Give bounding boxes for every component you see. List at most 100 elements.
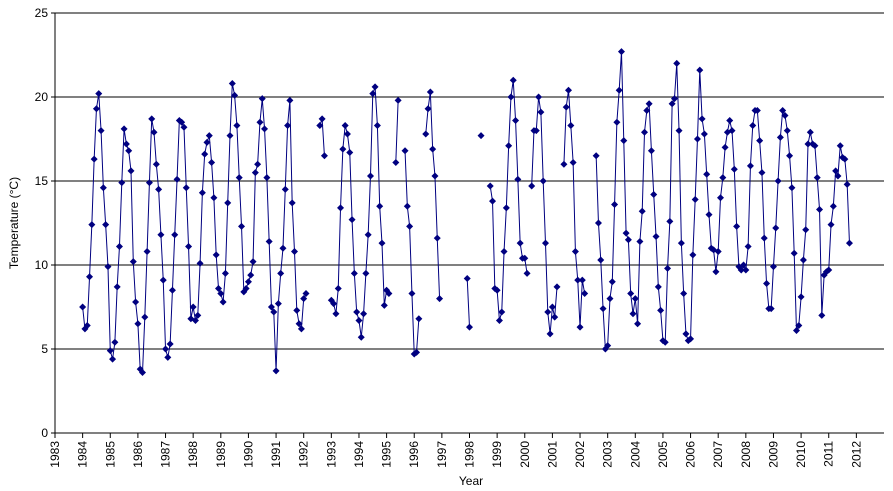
line (595, 51, 850, 351)
marker (643, 106, 651, 114)
marker (788, 184, 796, 192)
marker (277, 269, 285, 277)
marker (362, 269, 370, 277)
marker (293, 306, 301, 314)
marker (689, 251, 697, 259)
marker (162, 345, 170, 353)
x-tick-label: 1985 (103, 441, 117, 468)
marker (827, 221, 835, 229)
marker (79, 303, 87, 311)
marker (726, 117, 734, 125)
marker (139, 369, 147, 377)
x-tick-label: 1999 (490, 441, 504, 468)
x-tick-label: 2001 (545, 441, 559, 468)
marker (343, 130, 351, 138)
marker (238, 222, 246, 230)
marker (539, 177, 547, 185)
marker (565, 86, 573, 94)
marker (212, 251, 220, 259)
marker (567, 122, 575, 130)
x-tick-label: 2005 (656, 441, 670, 468)
x-tick-label: 2000 (518, 441, 532, 468)
marker (753, 106, 761, 114)
marker (599, 305, 607, 313)
marker (523, 269, 531, 277)
marker (217, 290, 225, 298)
marker (551, 313, 559, 321)
marker (806, 128, 814, 136)
marker (512, 117, 520, 125)
x-tick-label: 1994 (352, 441, 366, 468)
line (395, 100, 399, 163)
marker (86, 273, 94, 281)
line (425, 91, 441, 299)
marker (155, 185, 163, 193)
marker (816, 206, 824, 214)
marker (168, 286, 176, 294)
marker (90, 155, 98, 163)
marker (832, 167, 840, 175)
marker (781, 111, 789, 119)
marker (210, 194, 218, 202)
marker (295, 320, 303, 328)
marker (714, 248, 722, 256)
marker (779, 106, 787, 114)
marker (129, 258, 137, 266)
marker (157, 231, 165, 239)
x-tick-label: 1995 (380, 441, 394, 468)
marker (251, 169, 259, 177)
marker (687, 335, 695, 343)
x-tick-label: 1993 (324, 441, 338, 468)
marker (505, 142, 513, 150)
marker (431, 172, 439, 180)
marker (463, 274, 471, 282)
line (82, 83, 307, 375)
marker (730, 165, 738, 173)
marker (576, 323, 584, 331)
marker (617, 48, 625, 56)
marker (194, 311, 202, 319)
marker (125, 147, 133, 155)
x-tick-label: 2011 (822, 441, 836, 467)
marker (254, 160, 262, 168)
marker (366, 172, 374, 180)
marker (742, 266, 750, 274)
marker (297, 325, 305, 333)
x-tick-label: 1986 (131, 441, 145, 468)
x-tick-label: 1989 (214, 441, 228, 468)
marker (804, 140, 812, 148)
marker (843, 180, 851, 188)
marker (392, 159, 400, 167)
marker (592, 152, 600, 160)
marker (83, 321, 91, 329)
marker (700, 130, 708, 138)
marker (811, 142, 819, 150)
marker (652, 232, 660, 240)
marker (620, 137, 628, 145)
marker (774, 177, 782, 185)
marker (622, 229, 630, 237)
marker (436, 295, 444, 303)
marker (429, 145, 437, 153)
marker (578, 276, 586, 284)
y-tick-label: 25 (35, 6, 49, 20)
marker (799, 256, 807, 264)
x-tick-label: 1991 (269, 441, 283, 468)
marker (369, 90, 377, 98)
marker (196, 259, 204, 267)
marker (337, 204, 345, 212)
marker (813, 174, 821, 182)
marker (544, 308, 552, 316)
marker (548, 303, 556, 311)
x-tick-label: 1984 (76, 441, 90, 468)
marker (560, 160, 568, 168)
marker (608, 278, 616, 286)
marker (594, 219, 602, 227)
marker (541, 239, 549, 247)
marker (634, 320, 642, 328)
marker (256, 118, 264, 126)
marker (767, 305, 775, 313)
marker (624, 236, 632, 244)
marker (489, 197, 497, 205)
